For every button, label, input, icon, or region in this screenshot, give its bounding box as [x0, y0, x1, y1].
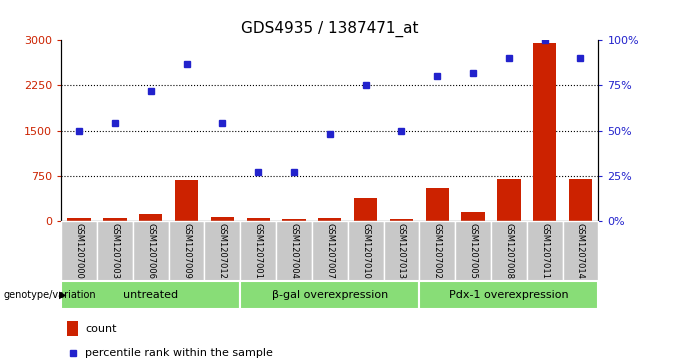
Text: ▶: ▶: [59, 290, 67, 300]
Bar: [390, 219, 413, 221]
Text: Pdx-1 overexpression: Pdx-1 overexpression: [449, 290, 568, 300]
Bar: [354, 199, 377, 221]
Text: GSM1207000: GSM1207000: [75, 223, 84, 279]
Bar: [384, 221, 420, 281]
Bar: [347, 221, 384, 281]
Bar: [61, 281, 240, 309]
Text: genotype/variation: genotype/variation: [3, 290, 96, 300]
Bar: [276, 221, 312, 281]
Text: GSM1207004: GSM1207004: [290, 223, 299, 279]
Text: GSM1207011: GSM1207011: [540, 223, 549, 279]
Bar: [282, 219, 305, 221]
Bar: [491, 221, 527, 281]
Bar: [97, 221, 133, 281]
Bar: [205, 221, 240, 281]
Title: GDS4935 / 1387471_at: GDS4935 / 1387471_at: [241, 21, 419, 37]
Bar: [103, 218, 126, 221]
Bar: [562, 221, 598, 281]
Bar: [527, 221, 562, 281]
Text: GSM1207006: GSM1207006: [146, 223, 155, 279]
Bar: [133, 221, 169, 281]
Bar: [240, 281, 420, 309]
Bar: [569, 179, 592, 221]
Text: percentile rank within the sample: percentile rank within the sample: [86, 348, 273, 358]
Bar: [420, 221, 455, 281]
Text: GSM1207005: GSM1207005: [469, 223, 477, 279]
Text: GSM1207014: GSM1207014: [576, 223, 585, 279]
Text: GSM1207002: GSM1207002: [432, 223, 442, 279]
Text: GSM1207001: GSM1207001: [254, 223, 262, 279]
Text: GSM1207007: GSM1207007: [325, 223, 335, 279]
Bar: [318, 219, 341, 221]
Text: GSM1207013: GSM1207013: [397, 223, 406, 279]
Text: GSM1207008: GSM1207008: [505, 223, 513, 279]
Text: β-gal overexpression: β-gal overexpression: [272, 290, 388, 300]
Bar: [312, 221, 347, 281]
Bar: [240, 221, 276, 281]
Text: count: count: [86, 323, 117, 334]
Text: GSM1207003: GSM1207003: [110, 223, 120, 279]
Bar: [139, 213, 163, 221]
Bar: [67, 219, 90, 221]
Bar: [533, 43, 556, 221]
Bar: [175, 180, 198, 221]
Bar: [420, 281, 598, 309]
Text: GSM1207009: GSM1207009: [182, 223, 191, 279]
Bar: [61, 221, 97, 281]
Text: untreated: untreated: [123, 290, 178, 300]
Bar: [247, 219, 270, 221]
Bar: [211, 217, 234, 221]
Bar: [497, 179, 520, 221]
Bar: [169, 221, 205, 281]
Bar: [455, 221, 491, 281]
Bar: [426, 188, 449, 221]
Text: GSM1207012: GSM1207012: [218, 223, 227, 279]
Bar: [462, 212, 485, 221]
Text: GSM1207010: GSM1207010: [361, 223, 370, 279]
Bar: [67, 322, 78, 336]
